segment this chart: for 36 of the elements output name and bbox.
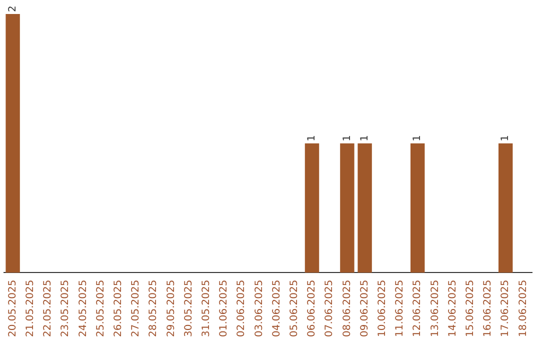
x-tick-label: 30.05.2025 <box>183 280 194 338</box>
x-tick-label: 11.06.2025 <box>394 280 406 338</box>
x-tick-label: 05.06.2025 <box>288 280 300 338</box>
x-tick-label: 06.06.2025 <box>306 280 318 338</box>
data-label: 1 <box>412 134 424 142</box>
x-tick-label: 15.06.2025 <box>464 280 476 338</box>
x-tick-label: 01.06.2025 <box>218 280 230 338</box>
x-tick-label: 24.05.2025 <box>78 280 89 338</box>
x-tick-label: 14.06.2025 <box>447 280 458 338</box>
x-tick-label: 25.05.2025 <box>95 280 106 338</box>
data-label: 1 <box>500 134 512 142</box>
x-tick-label: 09.06.2025 <box>359 280 370 338</box>
x-tick-label: 31.05.2025 <box>200 280 212 338</box>
data-label: 1 <box>342 134 353 142</box>
x-tick-label: 22.05.2025 <box>42 280 54 338</box>
x-tick-label: 02.06.2025 <box>236 280 248 338</box>
x-tick-label: 17.06.2025 <box>500 280 512 338</box>
x-tick-label: 26.05.2025 <box>112 280 124 338</box>
x-tick-label: 04.06.2025 <box>271 280 282 338</box>
x-tick-label: 07.06.2025 <box>324 280 336 338</box>
x-tick-label: 20.05.2025 <box>7 280 18 338</box>
x-tick-label: 23.05.2025 <box>60 280 72 338</box>
x-tick-label: 18.06.2025 <box>518 280 529 338</box>
x-tick-label: 16.06.2025 <box>482 280 494 338</box>
x-tick-label: 29.05.2025 <box>166 280 177 338</box>
data-label: 2 <box>7 6 18 12</box>
x-tick-label: 28.05.2025 <box>148 280 160 338</box>
data-label: 1 <box>306 134 318 142</box>
x-tick-label: 21.05.2025 <box>24 280 36 338</box>
x-tick-label: 12.06.2025 <box>412 280 424 338</box>
x-tick-label: 08.06.2025 <box>342 280 353 338</box>
data-label: 1 <box>359 134 370 142</box>
x-tick-label: 27.05.2025 <box>130 280 142 338</box>
x-tick-label: 13.06.2025 <box>430 280 441 338</box>
x-tick-label: 10.06.2025 <box>376 280 388 338</box>
x-tick-label: 03.06.2025 <box>254 280 265 338</box>
